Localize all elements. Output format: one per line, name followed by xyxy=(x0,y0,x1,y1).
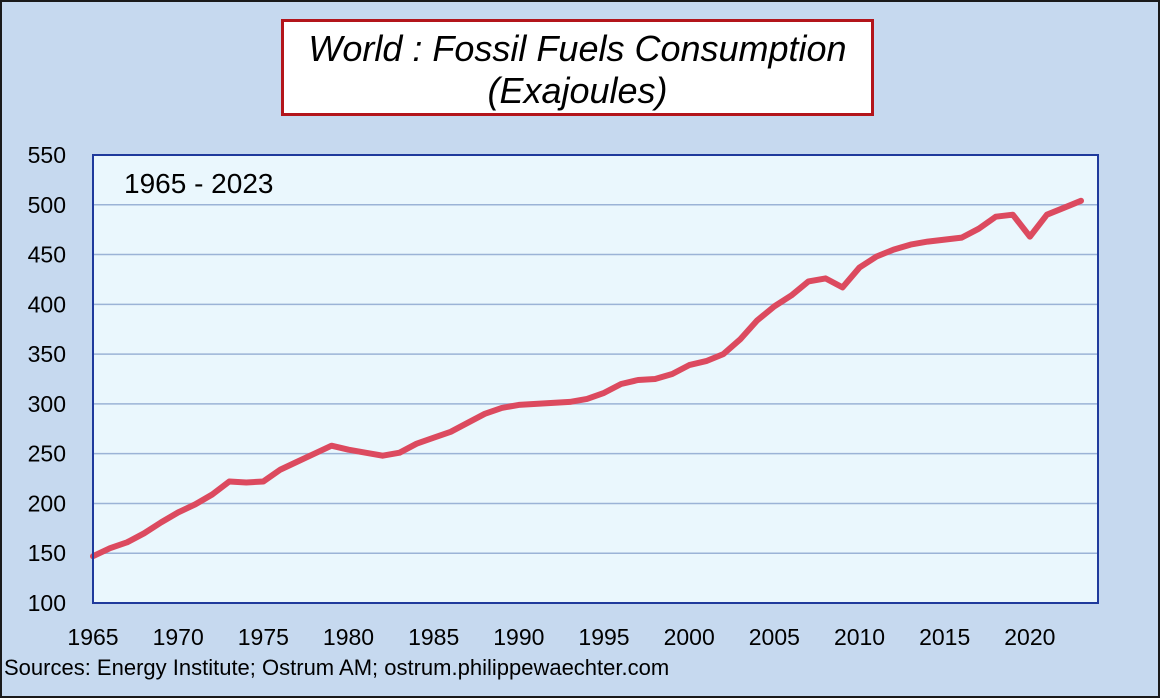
x-tick-label: 2020 xyxy=(1004,624,1055,650)
x-tick-label: 1975 xyxy=(238,624,289,650)
x-tick-label: 1990 xyxy=(493,624,544,650)
y-tick-label: 550 xyxy=(28,142,66,168)
y-tick-label: 300 xyxy=(28,391,66,417)
x-tick-label: 1985 xyxy=(408,624,459,650)
x-tick-label: 2000 xyxy=(664,624,715,650)
y-tick-labels: 100 150 200 250 300 350 400 450 500 550 xyxy=(28,142,66,616)
series-line-fossil-fuels xyxy=(90,197,1084,560)
x-tick-labels: 1965 1970 1975 1980 1985 1990 1995 2000 2005 2010… xyxy=(67,624,1055,650)
y-tick-label: 400 xyxy=(28,291,66,317)
y-tick-label: 250 xyxy=(28,441,66,467)
x-tick-label: 2010 xyxy=(834,624,885,650)
plot-area xyxy=(93,155,1098,603)
y-tick-label: 450 xyxy=(28,242,66,268)
y-tick-label: 200 xyxy=(28,490,66,516)
x-tick-label: 1980 xyxy=(323,624,374,650)
x-tick-label: 2015 xyxy=(919,624,970,650)
x-tick-label: 1970 xyxy=(153,624,204,650)
chart-title-box: World : Fossil Fuels Consumption (Exajou… xyxy=(281,19,874,116)
plot-border xyxy=(92,154,1099,604)
x-tick-label: 2005 xyxy=(749,624,800,650)
y-tick-label: 350 xyxy=(28,341,66,367)
y-tick-label: 500 xyxy=(28,192,66,218)
x-tick-label: 1965 xyxy=(67,624,118,650)
x-tick-label: 1995 xyxy=(578,624,629,650)
chart-title: World : Fossil Fuels Consumption xyxy=(308,28,847,69)
chart-subtitle: (Exajoules) xyxy=(487,70,668,111)
period-annotation: 1965 - 2023 xyxy=(124,168,273,199)
gridlines xyxy=(93,204,1098,554)
y-tick-label: 100 xyxy=(28,590,66,616)
source-note: Sources: Energy Institute; Ostrum AM; os… xyxy=(4,655,670,680)
y-tick-label: 150 xyxy=(28,540,66,566)
